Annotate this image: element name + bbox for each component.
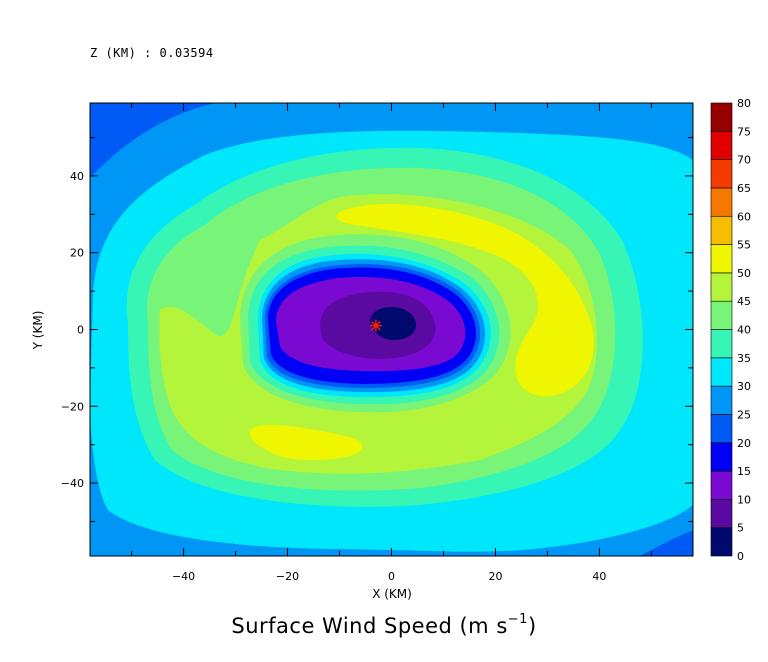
y-tick-label: −20 bbox=[61, 400, 84, 413]
x-tick-label: −20 bbox=[276, 570, 299, 583]
colorbar-swatch bbox=[710, 414, 733, 444]
colorbar-label: 50 bbox=[737, 267, 751, 280]
colorbar-swatch bbox=[710, 187, 733, 217]
colorbar-swatch bbox=[710, 385, 733, 415]
chart-title-text: Surface Wind Speed (m s bbox=[231, 614, 508, 638]
y-axis-label: Y (KM) bbox=[31, 311, 45, 351]
colorbar-label: 75 bbox=[737, 125, 751, 138]
colorbar-swatch bbox=[710, 102, 733, 132]
x-tick-label: 0 bbox=[388, 570, 395, 583]
chart-title: Surface Wind Speed (m s−1) bbox=[0, 612, 768, 638]
colorbar-label: 15 bbox=[737, 465, 751, 478]
axis-ticks: −40 −20 0 20 40 40 20 0 −20 −40 bbox=[61, 103, 693, 583]
colorbar-swatch bbox=[710, 131, 733, 160]
colorbar-swatch bbox=[710, 442, 733, 472]
colorbar-label: 5 bbox=[737, 522, 744, 535]
x-tick-label: 20 bbox=[488, 570, 502, 583]
colorbar-label: 65 bbox=[737, 182, 751, 195]
colorbar-swatch bbox=[710, 357, 733, 387]
contour-band-20b bbox=[640, 530, 693, 556]
storm-center-marker bbox=[369, 319, 382, 332]
contour-band-50b bbox=[249, 425, 363, 460]
colorbar-label: 20 bbox=[737, 437, 751, 450]
colorbar-swatch bbox=[710, 329, 733, 359]
colorbar-label: 40 bbox=[737, 324, 751, 337]
contour-band-50 bbox=[336, 203, 594, 397]
height-label: Z (KM) : 0.03594 bbox=[90, 46, 214, 60]
colorbar-swatch bbox=[710, 244, 733, 274]
center-marker-stroke bbox=[371, 320, 381, 331]
colorbar-label: 60 bbox=[737, 210, 751, 223]
colorbar-label: 55 bbox=[737, 239, 751, 252]
contour-band-20 bbox=[90, 103, 215, 178]
colorbar: 0 5 10 15 20 25 30 35 40 45 50 55 60 65 70 75 80 bbox=[710, 97, 751, 563]
colorbar-label: 10 bbox=[737, 493, 751, 506]
colorbar-swatch bbox=[710, 159, 733, 189]
colorbar-label: 80 bbox=[737, 97, 751, 110]
colorbar-swatch bbox=[710, 470, 733, 500]
colorbar-label: 25 bbox=[737, 408, 751, 421]
colorbar-swatch bbox=[710, 300, 733, 330]
colorbar-swatch bbox=[710, 499, 733, 528]
colorbar-swatch bbox=[710, 272, 733, 302]
colorbar-label: 0 bbox=[737, 550, 744, 563]
colorbar-label: 35 bbox=[737, 352, 751, 365]
x-tick-label: 40 bbox=[592, 570, 606, 583]
x-axis-label: X (KM) bbox=[372, 587, 412, 601]
contour-field bbox=[90, 103, 693, 556]
colorbar-label: 70 bbox=[737, 154, 751, 167]
chart-title-end: ) bbox=[527, 614, 537, 638]
x-tick-label: −40 bbox=[172, 570, 195, 583]
y-tick-label: 0 bbox=[77, 324, 84, 337]
chart-title-superscript: −1 bbox=[507, 612, 528, 627]
colorbar-swatch bbox=[710, 527, 733, 557]
y-tick-label: −40 bbox=[61, 477, 84, 490]
colorbar-label: 30 bbox=[737, 380, 751, 393]
y-tick-label: 40 bbox=[70, 170, 84, 183]
y-tick-label: 20 bbox=[70, 247, 84, 260]
colorbar-label: 45 bbox=[737, 295, 751, 308]
contour-band-0 bbox=[370, 307, 416, 340]
colorbar-swatch bbox=[710, 215, 733, 245]
